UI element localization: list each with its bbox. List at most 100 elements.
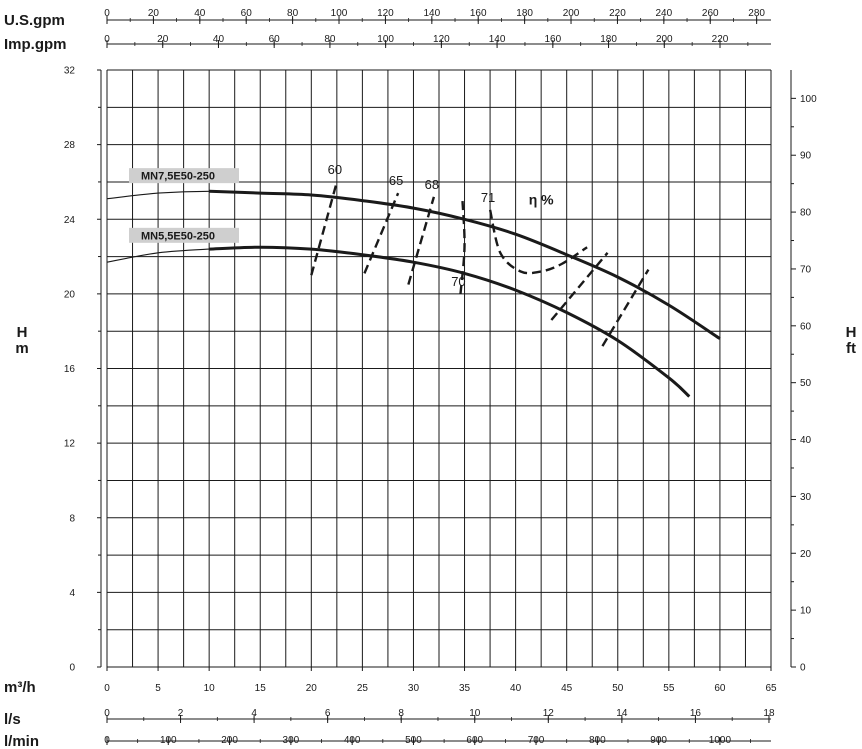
efficiency-label-60: 60 [328,162,342,177]
us_gpm-tick-label: 120 [377,8,394,19]
imp_gpm-tick-label: 0 [104,34,110,45]
ls-unit-label: l/s [4,711,21,728]
us_gpm-tick-label: 40 [194,8,206,19]
efficiency-line [488,209,588,275]
imp_gpm-tick-label: 20 [157,34,169,45]
us_gpm-tick-label: 240 [655,8,672,19]
ls-tick-label: 2 [178,708,184,719]
efficiency-label-65: 65 [389,173,403,188]
us_gpm-tick-label: 20 [148,8,160,19]
m3h-tick-label: 40 [510,683,522,694]
ls-tick-label: 10 [469,708,481,719]
series-label-mn5-5e50-250: MN5,5E50-250 [141,230,215,242]
m3h-tick-label: 0 [104,683,110,694]
us_gpm-unit-label: U.S.gpm [4,12,65,29]
ls-tick-label: 0 [104,708,110,719]
m3h-tick-label: 55 [663,683,675,694]
m3h-tick-label: 25 [357,683,369,694]
us_gpm-tick-label: 60 [241,8,253,19]
ls-tick-label: 18 [763,708,775,719]
us_gpm-tick-label: 280 [748,8,765,19]
y-left-tick-label: 24 [64,215,76,226]
us_gpm-tick-label: 200 [563,8,580,19]
grid [106,69,772,668]
imp_gpm-tick-label: 40 [213,34,225,45]
y-left-tick-label: 8 [69,513,75,524]
y-left-tick-label: 0 [69,663,75,674]
m3h-tick-label: 30 [408,683,420,694]
ls-tick-label: 6 [325,708,331,719]
us_gpm-tick-label: 0 [104,8,110,19]
m3h-tick-label: 15 [255,683,267,694]
ls-tick-label: 16 [690,708,702,719]
y-right-tick-label: 60 [800,321,812,332]
imp_gpm-tick-label: 160 [544,34,561,45]
y-right-tick-label: 90 [800,151,812,162]
efficiency-label-71: 71 [481,190,495,205]
m3h-tick-label: 65 [765,683,777,694]
y-right-label-top: H [846,324,857,341]
us_gpm-tick-label: 180 [516,8,533,19]
y-right-label-bottom: ft [846,340,856,357]
ls-tick-label: 8 [398,708,404,719]
efficiency-line [601,269,650,347]
m3h-tick-label: 10 [204,683,216,694]
ls-tick-label: 4 [251,708,257,719]
ls-tick-label: 12 [543,708,555,719]
m3h-tick-label: 60 [714,683,726,694]
y-left-tick-label: 12 [64,439,76,450]
efficiency-lines [310,181,650,347]
efficiency-line [459,200,466,294]
y-left-tick-label: 16 [64,364,76,375]
y-right-tick-label: 30 [800,492,812,503]
m3h-unit-label: m³/h [4,679,36,696]
imp_gpm-tick-label: 80 [324,34,336,45]
us_gpm-tick-label: 80 [287,8,299,19]
y-left-label-bottom: m [15,340,28,357]
imp_gpm-tick-label: 200 [656,34,673,45]
us_gpm-tick-label: 160 [470,8,487,19]
imp_gpm-tick-label: 140 [489,34,506,45]
m3h-tick-label: 45 [561,683,573,694]
curve-mn5-5e50-250 [209,245,691,398]
lmin-unit-label: l/min [4,733,39,749]
y-left-tick-label: 32 [64,66,76,77]
efficiency-label-68: 68 [425,177,439,192]
efficiency-unit-label: η % [529,191,554,207]
efficiency-label-70: 70 [451,274,465,289]
us_gpm-tick-label: 260 [702,8,719,19]
efficiency-line [363,192,400,274]
us_gpm-tick-label: 220 [609,8,626,19]
series-label-box [129,227,239,243]
imp_gpm-tick-label: 180 [600,34,617,45]
imp_gpm-tick-label: 220 [712,34,729,45]
m3h-tick-label: 35 [459,683,471,694]
y-left-label-top: H [17,324,28,341]
y-left-tick-label: 28 [64,140,76,151]
labels: HmHftU.S.gpmImp.gpml/sl/minm³/hMN7,5E50-… [4,12,856,749]
imp_gpm-tick-label: 120 [433,34,450,45]
y-right-tick-label: 100 [800,94,817,105]
y-right-tick-label: 70 [800,264,812,275]
y-right-tick-label: 50 [800,378,812,389]
y-left-tick-label: 20 [64,289,76,300]
us_gpm-tick-label: 140 [423,8,440,19]
m3h-tick-label: 50 [612,683,624,694]
y-right-tick-label: 40 [800,435,812,446]
y-right-tick-label: 20 [800,549,812,560]
y-right-tick-label: 80 [800,208,812,219]
m3h-tick-label: 20 [306,683,318,694]
imp_gpm-tick-label: 100 [377,34,394,45]
ls-tick-label: 14 [616,708,628,719]
series-label-mn7-5e50-250: MN7,5E50-250 [141,171,215,183]
imp_gpm-tick-label: 60 [269,34,281,45]
lmin-tick-label: 0 [104,735,110,746]
series-label-box [129,168,239,184]
y-right-tick-label: 0 [800,663,806,674]
imp_gpm-unit-label: Imp.gpm [4,36,67,53]
efficiency-line [310,181,339,276]
efficiency-line [407,196,436,285]
y-right-tick-label: 10 [800,606,812,617]
